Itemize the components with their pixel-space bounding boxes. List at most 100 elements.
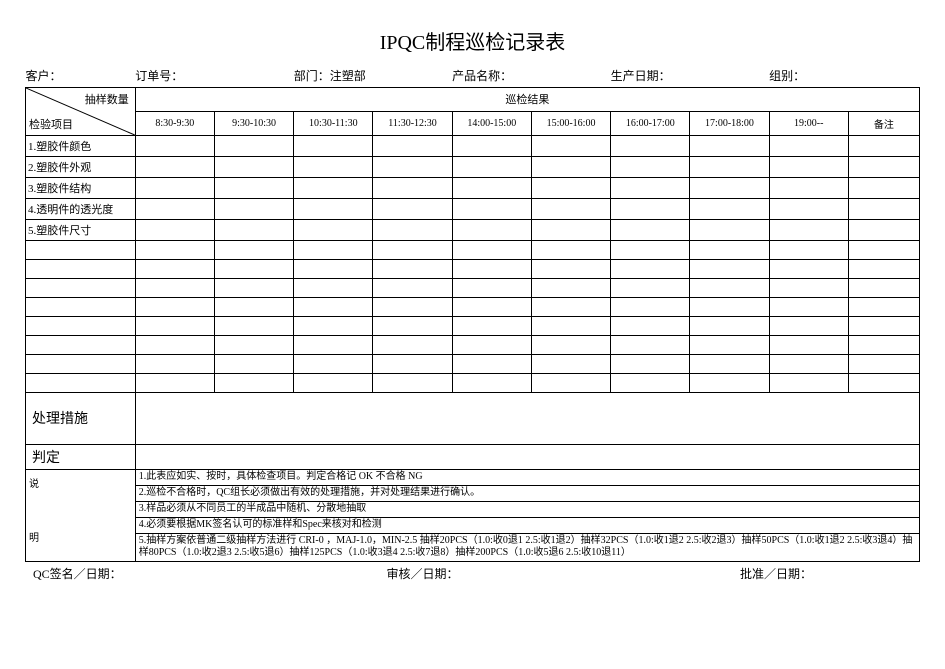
inspect-item-3: 4.透明件的透光度 xyxy=(26,198,136,219)
time-slot-6: 16:00-17:00 xyxy=(611,112,690,135)
data-cell xyxy=(294,316,373,335)
data-cell xyxy=(135,135,214,156)
data-cell xyxy=(294,177,373,198)
order-label: 订单号： xyxy=(135,65,293,87)
data-cell xyxy=(452,219,531,240)
shuo-mid xyxy=(26,501,136,517)
data-cell xyxy=(769,297,848,316)
data-cell xyxy=(452,316,531,335)
shuoming-line1: 1.此表应如实、按时，具体检查项目。判定合格记 OK 不合格 NG xyxy=(135,469,919,485)
data-cell xyxy=(373,240,452,259)
data-cell xyxy=(690,198,769,219)
data-cell xyxy=(214,278,293,297)
data-cell xyxy=(690,316,769,335)
data-cell xyxy=(690,135,769,156)
data-cell xyxy=(373,219,452,240)
data-cell xyxy=(214,198,293,219)
data-cell xyxy=(135,219,214,240)
data-cell xyxy=(214,135,293,156)
data-cell xyxy=(769,373,848,392)
data-cell xyxy=(531,135,610,156)
blank-row xyxy=(26,259,920,278)
blank-row xyxy=(26,335,920,354)
data-cell xyxy=(373,278,452,297)
blank-row xyxy=(26,278,920,297)
result-header-row: 抽样数量 检验项目 巡检结果 xyxy=(26,87,920,112)
data-cell xyxy=(452,198,531,219)
data-cell xyxy=(214,297,293,316)
remark-header: 备注 xyxy=(848,112,919,135)
data-cell xyxy=(373,335,452,354)
data-cell xyxy=(373,297,452,316)
data-cell xyxy=(611,297,690,316)
data-cell xyxy=(690,335,769,354)
shuoming-row-3: 3.样品必须从不同员工的半成品中随机、分散地抽取 xyxy=(26,501,920,517)
data-cell xyxy=(452,297,531,316)
data-cell xyxy=(531,259,610,278)
data-cell xyxy=(690,177,769,198)
main-table: 客户： 订单号： 部门：注塑部 产品名称： 生产日期： 组别： 抽样数量 检验项… xyxy=(25,65,920,562)
data-cell xyxy=(611,198,690,219)
data-cell xyxy=(769,198,848,219)
blank-row xyxy=(26,240,920,259)
data-cell xyxy=(611,278,690,297)
time-slot-1: 9:30-10:30 xyxy=(214,112,293,135)
data-cell xyxy=(769,156,848,177)
blank-row xyxy=(26,297,920,316)
data-cell xyxy=(452,335,531,354)
data-cell xyxy=(373,316,452,335)
data-cell xyxy=(611,354,690,373)
dept-cell: 部门：注塑部 xyxy=(294,65,452,87)
data-cell xyxy=(452,156,531,177)
time-slot-4: 14:00-15:00 xyxy=(452,112,531,135)
data-cell xyxy=(690,240,769,259)
time-slot-0: 8:30-9:30 xyxy=(135,112,214,135)
data-cell xyxy=(135,177,214,198)
data-cell xyxy=(531,335,610,354)
inspect-item-4: 5.塑胶件尺寸 xyxy=(26,219,136,240)
data-cell xyxy=(848,219,919,240)
data-cell xyxy=(373,373,452,392)
inspect-item-2: 3.塑胶件结构 xyxy=(26,177,136,198)
data-cell xyxy=(611,156,690,177)
dept-label: 部门： xyxy=(294,69,330,83)
data-cell xyxy=(294,354,373,373)
inspect-row-0: 1.塑胶件颜色 xyxy=(26,135,920,156)
shuoming-line3: 3.样品必须从不同员工的半成品中随机、分散地抽取 xyxy=(135,501,919,517)
inspect-item-0: 1.塑胶件颜色 xyxy=(26,135,136,156)
data-cell xyxy=(611,135,690,156)
data-cell xyxy=(373,259,452,278)
data-cell xyxy=(214,354,293,373)
data-cell xyxy=(848,240,919,259)
data-cell xyxy=(769,259,848,278)
data-cell xyxy=(690,259,769,278)
data-cell xyxy=(531,373,610,392)
data-cell xyxy=(294,198,373,219)
diag-top-label: 抽样数量 xyxy=(85,91,129,107)
data-cell xyxy=(769,135,848,156)
data-cell xyxy=(26,259,136,278)
time-slot-3: 11:30-12:30 xyxy=(373,112,452,135)
data-cell xyxy=(214,219,293,240)
data-cell xyxy=(690,373,769,392)
data-cell xyxy=(452,354,531,373)
diagonal-header: 抽样数量 检验项目 xyxy=(26,87,136,135)
chuli-label: 处理措施 xyxy=(26,392,136,444)
data-cell xyxy=(214,177,293,198)
page-title: IPQC制程巡检记录表 xyxy=(25,26,920,55)
data-cell xyxy=(26,373,136,392)
data-cell xyxy=(214,240,293,259)
shuoming-line4: 4.必须要根据MK签名认可的标准样和Spec来核对和检测 xyxy=(135,517,919,533)
data-cell xyxy=(135,198,214,219)
data-cell xyxy=(611,335,690,354)
data-cell xyxy=(135,278,214,297)
data-cell xyxy=(611,240,690,259)
data-cell xyxy=(690,297,769,316)
data-cell xyxy=(611,373,690,392)
data-cell xyxy=(26,335,136,354)
data-cell xyxy=(769,316,848,335)
data-cell xyxy=(294,278,373,297)
data-cell xyxy=(611,219,690,240)
data-cell xyxy=(135,373,214,392)
data-cell xyxy=(452,177,531,198)
